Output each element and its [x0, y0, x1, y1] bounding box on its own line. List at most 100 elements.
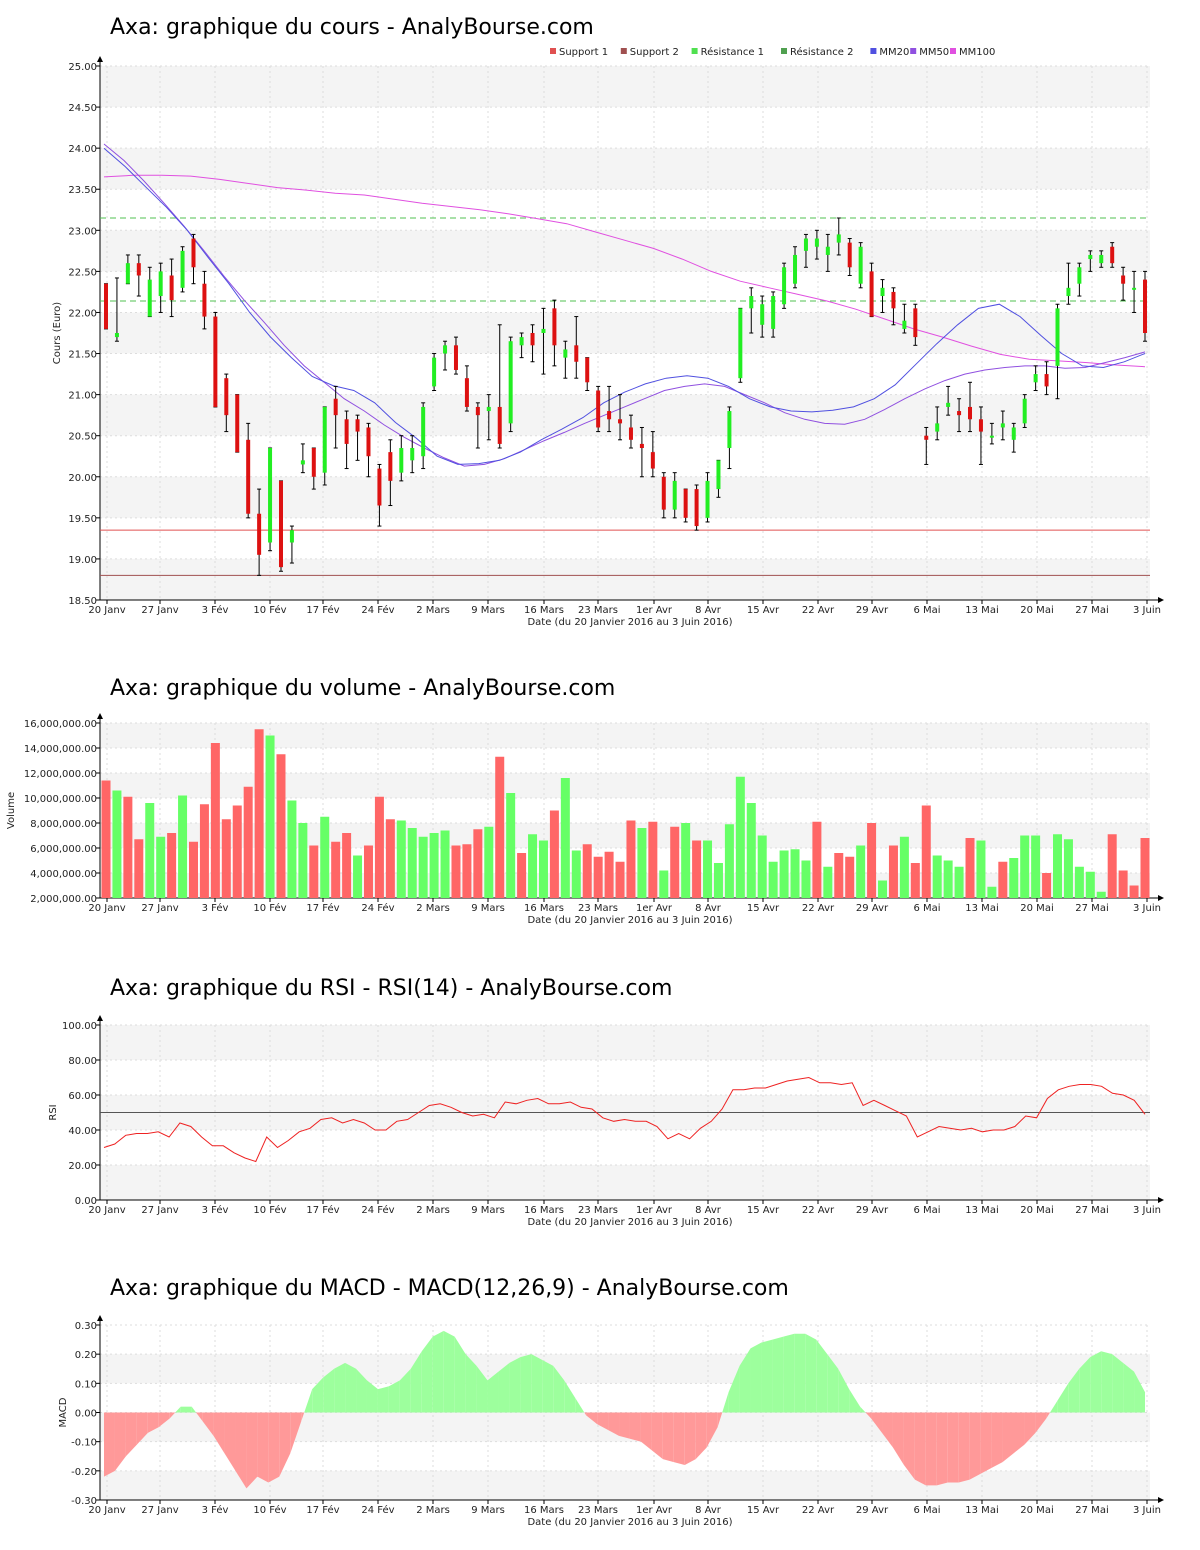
candle-body: [574, 345, 579, 362]
legend-swatch: [550, 48, 556, 54]
x-tick-label: 13 Mai: [965, 605, 998, 616]
macd-area-segment: [991, 1412, 1003, 1468]
macd-area-segment: [509, 1357, 521, 1413]
volume-bar: [1096, 891, 1106, 898]
macd-area-segment: [301, 1412, 305, 1422]
x-axis-label: Date (du 20 Janvier 2016 au 3 Juin 2016): [527, 617, 732, 628]
grid-band: [100, 773, 1150, 798]
y-tick-label: 20.00: [68, 1161, 97, 1172]
x-tick-label: 6 Mai: [913, 903, 940, 914]
candle-body: [1011, 427, 1016, 440]
candle-body: [421, 406, 426, 457]
macd-area-segment: [750, 1342, 762, 1413]
candle-body: [300, 460, 305, 465]
x-tick-label: 2 Mars: [416, 605, 450, 616]
macd-area-segment: [969, 1412, 981, 1480]
y-tick-label: 16,000,000.00: [24, 719, 97, 730]
x-tick-label: 20 Mai: [1020, 903, 1053, 914]
x-tick-label: 8 Avr: [695, 605, 722, 616]
macd-area-segment: [345, 1362, 357, 1413]
x-tick-label: 13 Mai: [965, 903, 998, 914]
macd-area-segment: [213, 1412, 225, 1454]
rsi-line: [103, 1076, 1146, 1163]
volume-bar: [615, 861, 625, 898]
candle-body: [913, 308, 918, 338]
volume-bar: [188, 841, 198, 898]
macd-area-segment: [180, 1406, 192, 1413]
x-tick-label: 2 Mars: [416, 1505, 450, 1516]
candle-body: [1088, 254, 1093, 260]
macd-area-segment: [728, 1365, 740, 1413]
volume-bar: [429, 833, 439, 898]
candle-body: [1066, 287, 1071, 297]
y-tick-label: -0.30: [71, 1496, 97, 1507]
chart-title: Axa: graphique du MACD - MACD(12,26,9) -…: [110, 1276, 789, 1301]
candle-body: [180, 250, 185, 288]
x-tick-label: 20 Janv: [88, 605, 125, 616]
volume-bar: [965, 838, 975, 898]
volume-bar: [703, 840, 713, 898]
candle-body: [158, 271, 163, 297]
candle-body: [1044, 374, 1049, 387]
x-tick-label: 22 Avr: [802, 903, 835, 914]
volume-bar: [648, 821, 658, 898]
macd-area-segment: [356, 1368, 367, 1413]
volume-bar: [396, 820, 406, 898]
candle-body: [661, 476, 666, 510]
candle-body: [136, 263, 141, 276]
volume-bar: [1140, 838, 1150, 898]
volume-bar: [746, 803, 756, 898]
candle-body: [563, 349, 568, 358]
macd-area-segment: [1068, 1368, 1080, 1413]
y-tick-label: 0.00: [75, 1409, 97, 1420]
macd-area-segment: [684, 1412, 696, 1465]
y-tick-label: -0.20: [71, 1467, 97, 1478]
volume-bar: [637, 828, 647, 898]
x-axis-label: Date (du 20 Janvier 2016 au 3 Juin 2016): [527, 915, 732, 926]
x-tick-label: 10 Fév: [253, 902, 286, 914]
volume-bar: [221, 819, 231, 898]
y-tick-label: 24.00: [68, 144, 97, 155]
macd-area-segment: [257, 1412, 269, 1483]
x-tick-label: 9 Mars: [471, 605, 505, 616]
legend-label: Résistance 1: [701, 46, 764, 58]
macd-area-segment: [432, 1330, 444, 1413]
macd-area-segment: [849, 1389, 861, 1413]
y-tick-label: 4,000,000.00: [30, 869, 97, 880]
volume-bar: [692, 840, 702, 898]
x-tick-label: 27 Janv: [141, 903, 178, 914]
macd-area-segment: [136, 1412, 148, 1445]
candle-body: [530, 333, 535, 346]
y-tick-label: 18.50: [68, 596, 97, 607]
y-axis-label: Cours (Euro): [52, 302, 63, 365]
x-tick-label: 3 Fév: [202, 604, 229, 616]
volume-bar: [232, 805, 242, 898]
volume-bar: [1042, 873, 1052, 898]
candle-body: [497, 406, 502, 444]
legend-label: Résistance 2: [790, 46, 853, 58]
volume-bar: [1085, 871, 1095, 898]
volume-bar: [331, 841, 341, 898]
volume-bar: [363, 845, 373, 898]
candle-body: [333, 398, 338, 416]
candle-body: [311, 448, 316, 477]
volume-bar: [276, 754, 286, 898]
candle-body: [957, 411, 962, 416]
macd-area-segment: [564, 1380, 576, 1413]
y-tick-label: 0.30: [75, 1321, 97, 1332]
candle-body: [749, 296, 754, 309]
grid-band: [100, 394, 1150, 436]
candle-body: [596, 390, 601, 428]
volume-bar: [878, 880, 888, 898]
macd-area-segment: [717, 1412, 723, 1428]
volume-bar: [353, 855, 363, 898]
macd-area-segment: [695, 1412, 707, 1460]
volume-bar: [626, 820, 636, 898]
x-tick-label: 6 Mai: [913, 605, 940, 616]
x-tick-label: 3 Juin: [1133, 605, 1161, 616]
candle-body: [246, 439, 251, 514]
macd-area-segment: [421, 1336, 433, 1413]
candle-body: [935, 423, 940, 432]
macd-area-segment: [388, 1380, 400, 1413]
volume-bar: [604, 851, 614, 898]
